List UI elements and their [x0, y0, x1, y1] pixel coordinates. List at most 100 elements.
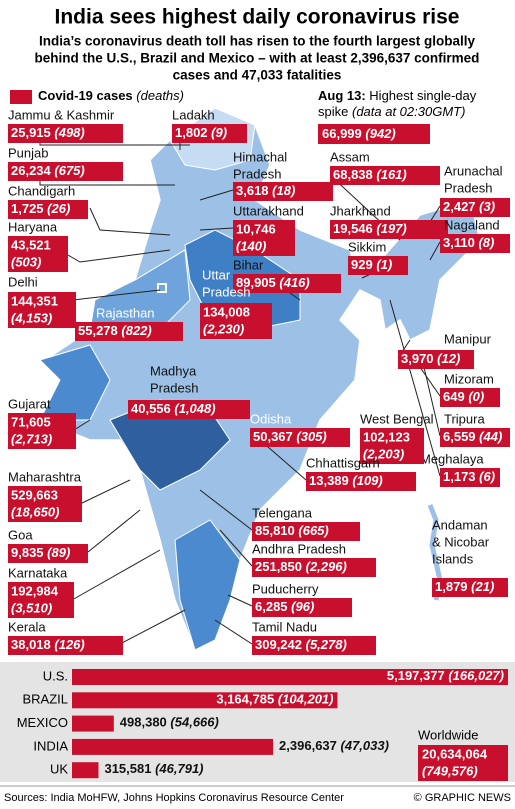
case-box [252, 522, 360, 541]
state-name: Pradesh [444, 180, 492, 195]
deaths: (54,666) [170, 715, 218, 730]
deaths: (9) [211, 125, 227, 140]
state-name: Nagaland [444, 217, 500, 232]
case-box [318, 124, 430, 144]
source: Sources: India MoHFW, Johns Hopkins Coro… [4, 792, 344, 804]
state-name: Andaman [432, 517, 488, 532]
case-label: 38,018 (126) [11, 637, 85, 652]
case-box [398, 350, 474, 369]
spike-note: (data at 02:30GMT) [352, 104, 465, 119]
spike-text: spike (data at 02:30GMT) [318, 104, 465, 119]
case-box [432, 578, 508, 597]
deaths: (18,650) [11, 504, 59, 519]
deaths: (1) [376, 257, 392, 272]
case-label: 649 (0) [443, 389, 484, 404]
state-name: Uttar [202, 267, 231, 282]
state-name: Chhattisgarh [306, 455, 380, 470]
case-label: 3,618 (18) [236, 183, 295, 198]
state-name: Bihar [233, 257, 264, 272]
case-label: 2,427 (3) [443, 199, 495, 214]
deaths: (4,153) [11, 310, 52, 325]
deaths: (416) [279, 275, 309, 290]
bar-chart: U.S. 5,197,377 (166,027) BRAZIL 3,164,785 (… [17, 668, 508, 779]
bar [72, 692, 338, 709]
cases: 43,521 [11, 237, 51, 252]
title: India sees highest daily coronavirus ris… [55, 6, 460, 29]
cases: 144,351 [11, 293, 58, 308]
cases: 85,810 [255, 523, 295, 538]
cases: 3,618 [236, 183, 269, 198]
case-label: 1,725 (26) [11, 201, 70, 216]
deaths: (2,230) [203, 321, 244, 336]
case-box [8, 236, 68, 272]
deaths: (166,027) [448, 668, 504, 683]
state-name: Pradesh [150, 380, 198, 395]
state-name: Islands [432, 551, 474, 566]
case-label: 309,242 (5,278) [255, 637, 347, 652]
case-box [440, 388, 500, 407]
value: 5,197,377 [387, 668, 445, 683]
state-name: Andhra Pradesh [252, 541, 346, 556]
case-box [8, 162, 123, 181]
case-label: 6,285 (96) [255, 599, 314, 614]
deaths: (675) [54, 163, 84, 178]
state-name: Uttarakhand [233, 203, 304, 218]
deaths: (18) [272, 183, 295, 198]
case-box [360, 428, 424, 464]
deaths: (0) [468, 389, 484, 404]
state-name: Telengana [252, 505, 313, 520]
legend-swatch [10, 90, 32, 104]
cases: 192,984 [11, 583, 59, 598]
state-name: Tripura [444, 411, 485, 426]
cases: 55,278 [78, 323, 118, 338]
case-label: 3,970 (12) [401, 351, 460, 366]
state-name: Puducherry [252, 581, 319, 596]
state-name: & Nicobar [432, 534, 490, 549]
bar [72, 738, 274, 755]
deaths: (104,201) [278, 692, 334, 707]
cases: 134,008 [203, 304, 250, 319]
state-name: Assam [330, 149, 370, 164]
state-name: Goa [8, 527, 33, 542]
state-name: Punjab [8, 145, 48, 160]
state-name: Jharkhand [330, 203, 391, 218]
deaths: (305) [296, 429, 326, 444]
case-box [233, 182, 333, 201]
case-label: 25,915 (498) [11, 125, 85, 140]
case-box [75, 322, 183, 341]
cases: 13,389 [309, 473, 349, 488]
case-box [306, 472, 416, 491]
state-labels: Jammu & Kashmir 25,915 (498) Punjab 26,234 … [8, 107, 510, 655]
state-name: Sikkim [348, 239, 386, 254]
case-box [252, 598, 352, 617]
value-label: 2,396,637 (47,033) [279, 738, 389, 753]
cases: 10,746 [236, 221, 276, 236]
state-name: Himachal [233, 149, 287, 164]
spike-text: Aug 13: Highest single-day [318, 88, 477, 103]
cases: 68,838 [333, 167, 373, 182]
spike-text: Highest single-day [369, 88, 476, 103]
case-box [330, 220, 448, 239]
state-name: Gujarat [8, 396, 51, 411]
cases: 3,110 [443, 235, 475, 250]
case-box [440, 468, 500, 487]
case-label: 9,835 (89) [11, 545, 70, 560]
cases: 529,663 [11, 487, 58, 502]
subtitle: behind the U.S., Brazil and Mexico – wit… [35, 51, 480, 66]
case-box [440, 428, 510, 447]
delhi-marker [157, 283, 167, 293]
subtitle: India’s coronavirus death toll has risen… [39, 34, 476, 49]
deaths: (12) [437, 351, 460, 366]
bar [72, 715, 114, 732]
worldwide-label: Worldwide [418, 727, 478, 742]
deaths: (3,510) [11, 600, 52, 615]
deaths: (942) [365, 126, 395, 141]
case-box [200, 303, 272, 339]
cases: 26,234 [11, 163, 52, 178]
cases: 309,242 [255, 637, 302, 652]
deaths: (161) [376, 167, 406, 182]
deaths: (3) [479, 199, 495, 214]
deaths: (96) [291, 599, 314, 614]
case-box [128, 400, 250, 419]
case-label: 89,905 (416) [236, 275, 310, 290]
